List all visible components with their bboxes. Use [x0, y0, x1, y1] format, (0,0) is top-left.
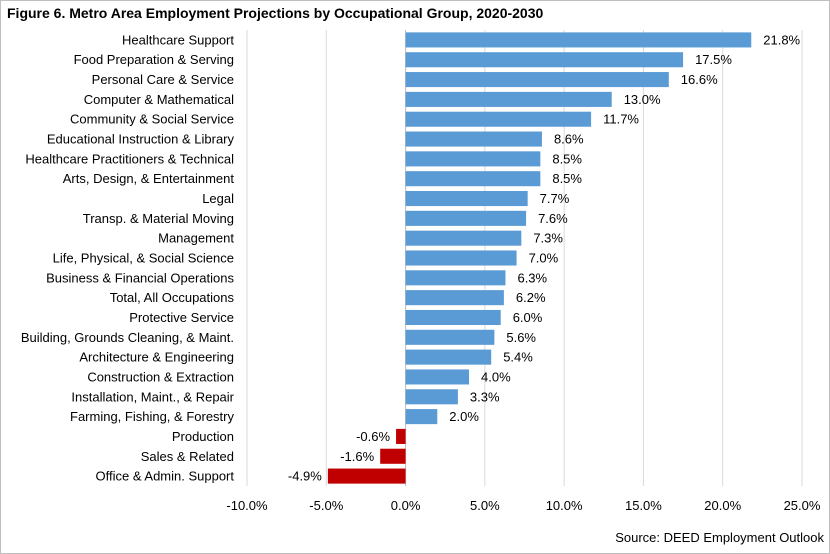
data-label: 17.5%	[695, 52, 732, 67]
bar	[405, 290, 504, 306]
category-label: Healthcare Support	[122, 32, 234, 47]
category-label: Protective Service	[129, 310, 234, 325]
bar	[405, 111, 592, 127]
category-label: Installation, Maint., & Repair	[71, 389, 234, 404]
data-label: 13.0%	[624, 92, 661, 107]
bar	[405, 369, 469, 385]
data-label: 16.6%	[681, 72, 718, 87]
category-label: Office & Admin. Support	[96, 469, 235, 484]
bar	[405, 409, 438, 425]
bar	[405, 270, 506, 286]
bar	[405, 91, 612, 107]
category-label: Life, Physical, & Social Science	[53, 251, 234, 266]
category-label: Transp. & Material Moving	[83, 211, 234, 226]
data-label: 7.6%	[538, 211, 568, 226]
category-label: Architecture & Engineering	[79, 350, 234, 365]
data-label: 6.0%	[513, 310, 543, 325]
bar	[327, 468, 406, 484]
data-label: 2.0%	[449, 409, 479, 424]
data-label: 6.2%	[516, 290, 546, 305]
category-label: Sales & Related	[141, 449, 234, 464]
bar	[405, 32, 752, 48]
category-label: Arts, Design, & Entertainment	[63, 171, 235, 186]
category-label: Educational Instruction & Library	[47, 132, 235, 147]
data-label: -1.6%	[340, 449, 374, 464]
data-label: 5.4%	[503, 350, 533, 365]
x-tick-label: -5.0%	[309, 498, 343, 513]
data-label: -4.9%	[288, 469, 322, 484]
category-label: Legal	[202, 191, 234, 206]
bar	[405, 309, 501, 326]
bar	[405, 151, 541, 167]
bar	[380, 448, 406, 464]
bar	[396, 428, 406, 444]
data-label: 8.5%	[552, 171, 582, 186]
x-tick-label: 0.0%	[391, 498, 421, 513]
data-label: 8.6%	[554, 132, 584, 147]
category-label: Computer & Mathematical	[84, 92, 234, 107]
category-label: Building, Grounds Cleaning, & Maint.	[21, 330, 234, 345]
category-label: Community & Social Service	[70, 112, 234, 127]
category-label: Food Preparation & Serving	[74, 52, 234, 67]
category-label: Total, All Occupations	[110, 290, 235, 305]
x-tick-label: 25.0%	[784, 498, 821, 513]
chart-title: Figure 6. Metro Area Employment Projecti…	[7, 5, 544, 21]
bar	[405, 250, 517, 266]
data-label: 21.8%	[763, 32, 800, 47]
category-label: Business & Financial Operations	[46, 270, 234, 285]
data-label: 8.5%	[552, 151, 582, 166]
category-label: Production	[172, 429, 234, 444]
bar	[405, 131, 542, 147]
data-label: 4.0%	[481, 369, 511, 384]
x-tick-label: 5.0%	[470, 498, 500, 513]
category-label: Personal Care & Service	[92, 72, 234, 87]
x-tick-label: -10.0%	[226, 498, 268, 513]
x-tick-label: 15.0%	[625, 498, 662, 513]
category-label: Farming, Fishing, & Forestry	[70, 409, 234, 424]
data-label: 5.6%	[506, 330, 536, 345]
bar	[405, 230, 522, 246]
bar	[405, 349, 492, 365]
x-tick-label: 10.0%	[546, 498, 583, 513]
x-tick-label: 20.0%	[704, 498, 741, 513]
bar	[405, 210, 527, 226]
bar	[405, 190, 528, 207]
data-label: 6.3%	[517, 270, 547, 285]
data-label: 3.3%	[470, 389, 500, 404]
source-note: Source: DEED Employment Outlook	[615, 530, 824, 545]
category-label: Management	[158, 231, 234, 246]
data-label: 7.3%	[533, 231, 563, 246]
data-label: 7.0%	[529, 251, 559, 266]
category-label: Healthcare Practitioners & Technical	[25, 151, 234, 166]
bar	[405, 72, 669, 88]
bar	[405, 329, 495, 345]
category-label: Construction & Extraction	[87, 369, 234, 384]
data-label: 7.7%	[540, 191, 570, 206]
bar	[405, 171, 541, 187]
bar	[405, 52, 684, 68]
bar	[405, 389, 458, 405]
data-label: -0.6%	[356, 429, 390, 444]
data-label: 11.7%	[603, 112, 639, 127]
